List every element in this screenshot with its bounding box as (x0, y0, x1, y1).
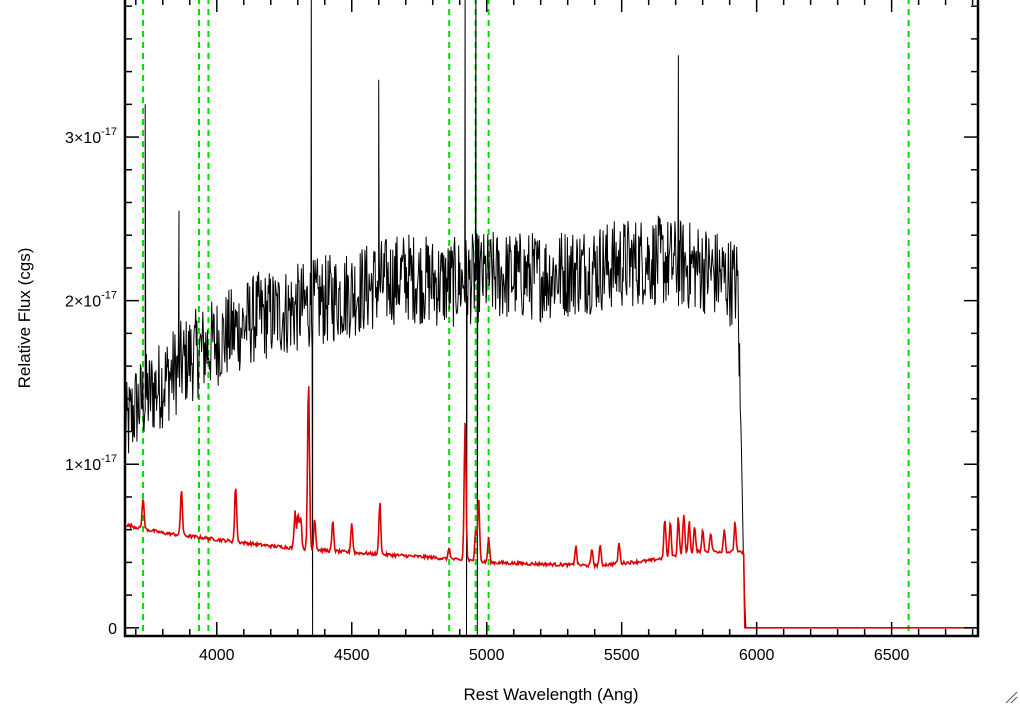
y-tick-label: 1×10-17 (65, 453, 117, 474)
y-tick-label: 3×10-17 (65, 126, 117, 147)
x-tick-label: 6500 (874, 647, 910, 664)
y-axis-title: Relative Flux (cgs) (15, 248, 34, 389)
x-tick-label: 5000 (469, 647, 505, 664)
x-tick-label: 6000 (739, 647, 775, 664)
observed-spectrum-line (124, 0, 747, 637)
resize-grip-icon[interactable] (1004, 690, 1018, 704)
x-tick-label: 4500 (334, 647, 370, 664)
plot-frame (123, 0, 980, 638)
model-spectrum-line (124, 386, 978, 629)
ticks-layer (125, 0, 978, 636)
y-tick-labels: 0 1×10-17 2×10-17 3×10-17 (65, 126, 117, 638)
x-axis-title: Rest Wavelength (Ang) (463, 685, 638, 704)
series-layer (124, 0, 978, 637)
reference-lines (142, 0, 910, 636)
x-tick-label: 5500 (604, 647, 640, 664)
x-tick-labels: 4000 4500 5000 5500 6000 6500 (199, 647, 910, 664)
x-tick-label: 4000 (199, 647, 235, 664)
y-tick-label: 0 (108, 621, 117, 638)
y-tick-label: 2×10-17 (65, 290, 117, 311)
